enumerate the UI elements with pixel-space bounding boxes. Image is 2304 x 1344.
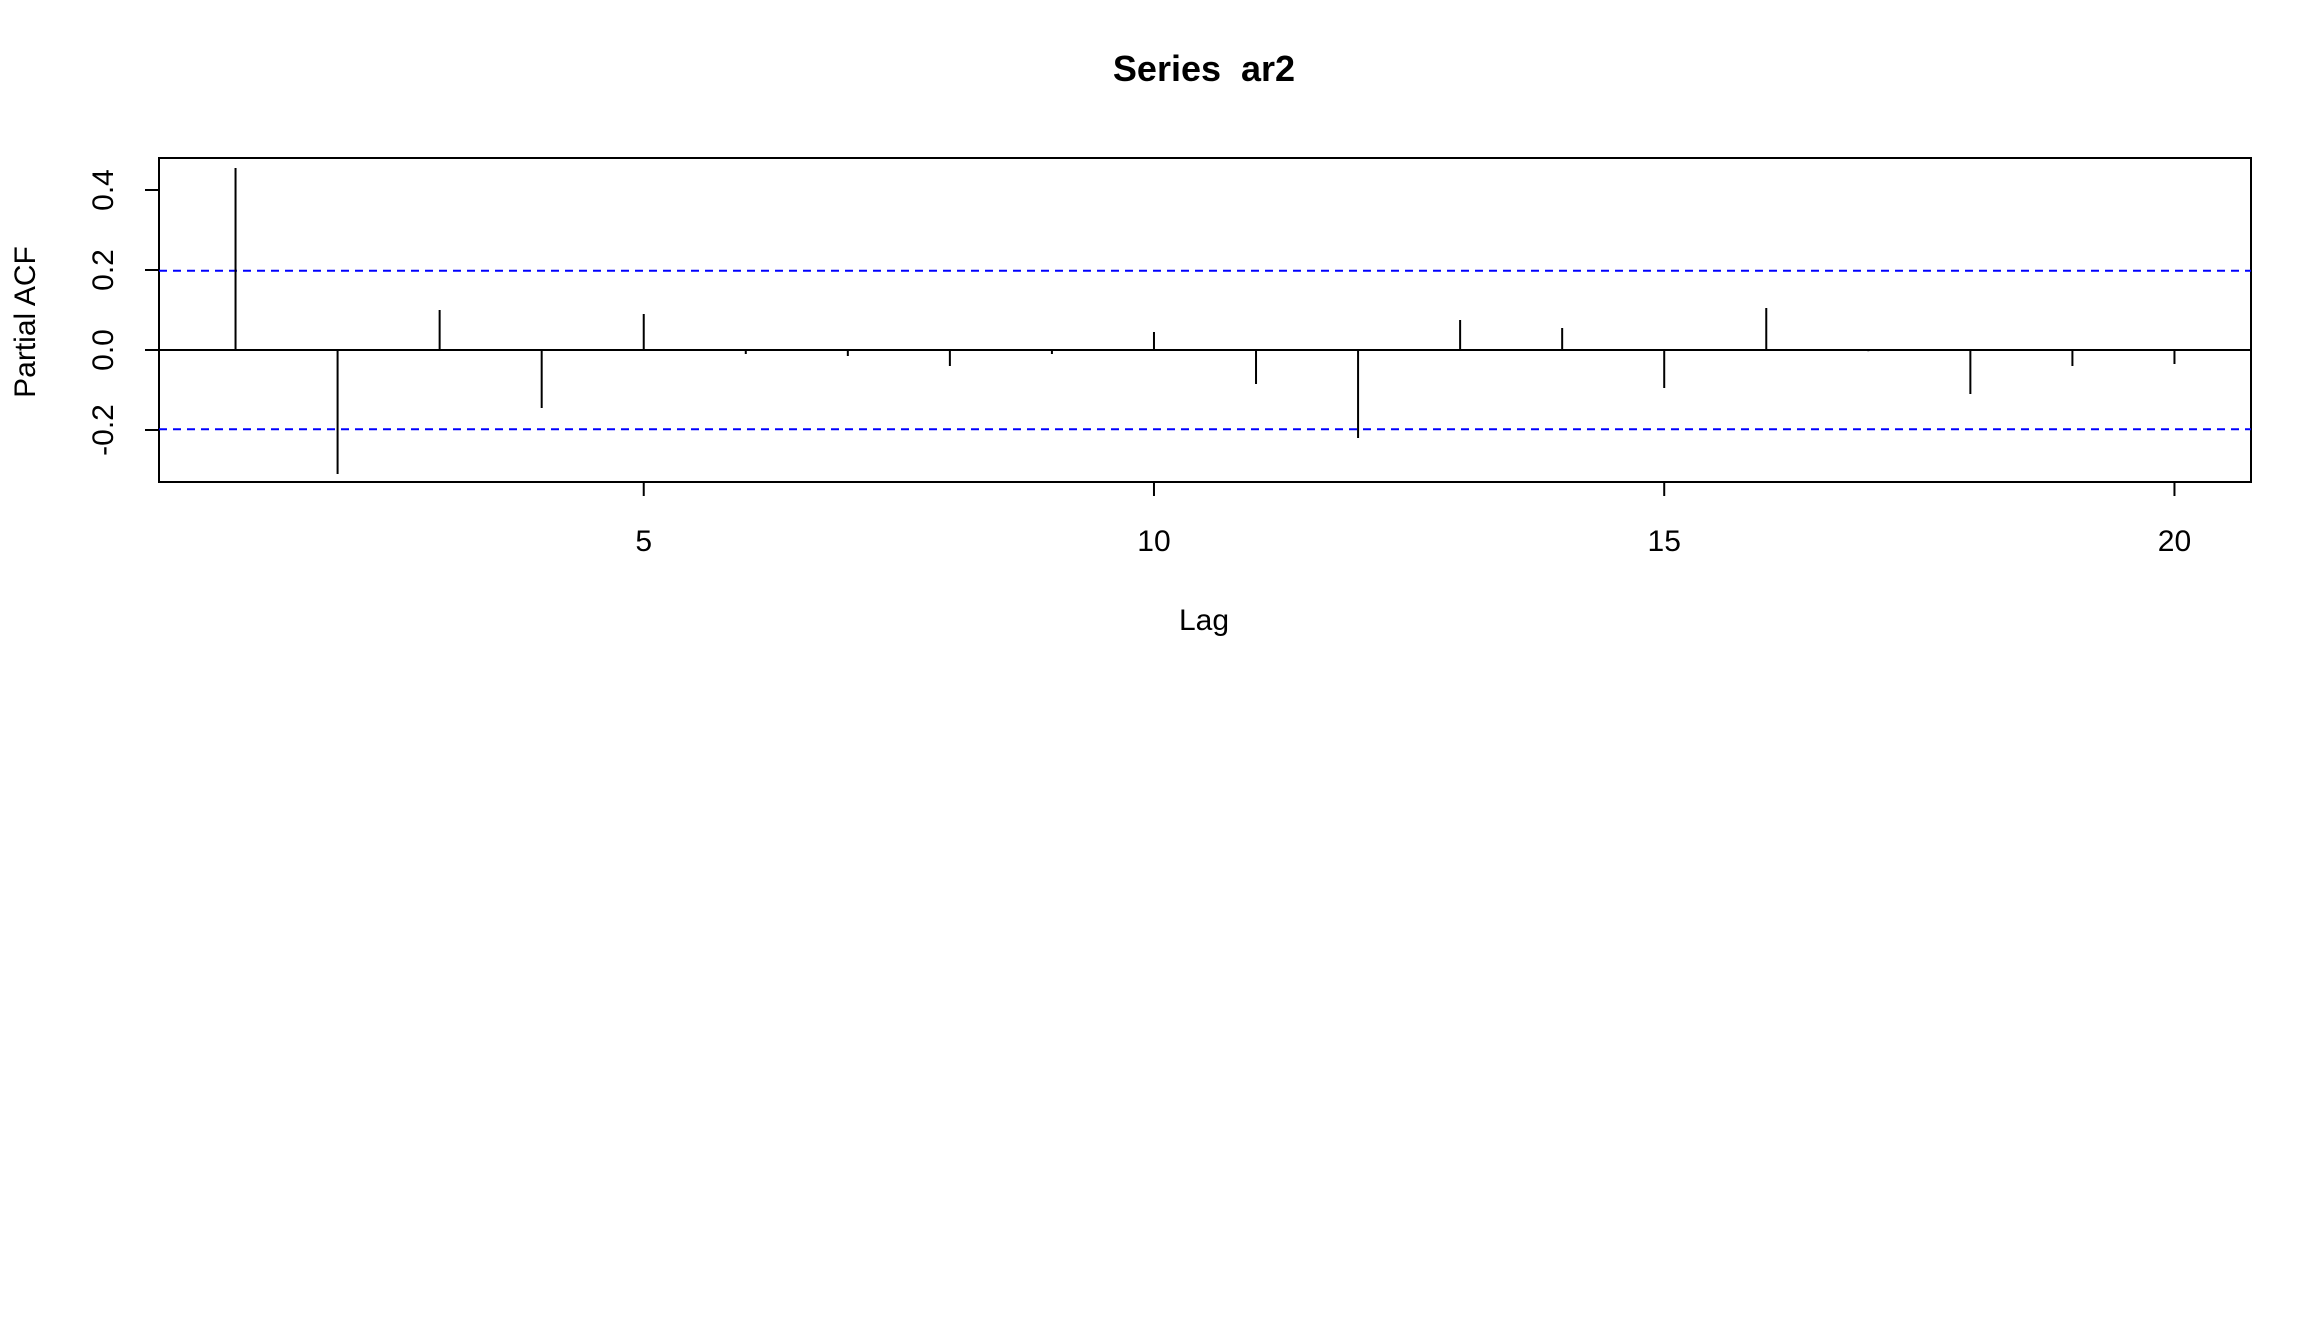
x-tick-label: 20 (2158, 525, 2191, 558)
y-tick-label: 0.0 (87, 329, 120, 371)
x-axis-label: Lag (1179, 604, 1229, 637)
y-tick-label: 0.2 (87, 249, 120, 291)
x-tick-label: 5 (635, 525, 652, 558)
x-tick-label: 15 (1648, 525, 1681, 558)
y-tick-label: -0.2 (87, 404, 120, 456)
chart-title: Series ar2 (1113, 48, 1295, 89)
y-axis: -0.2 0.0 0.2 0.4 (87, 169, 159, 456)
plot-frame (158, 157, 2252, 483)
y-tick-label: 0.4 (87, 169, 120, 211)
pacf-bars (234, 168, 2176, 474)
y-axis-label: Partial ACF (9, 246, 42, 398)
x-axis: 5 10 15 20 (635, 482, 2191, 558)
confidence-bands (159, 269, 2251, 431)
x-tick-label: 10 (1137, 525, 1170, 558)
